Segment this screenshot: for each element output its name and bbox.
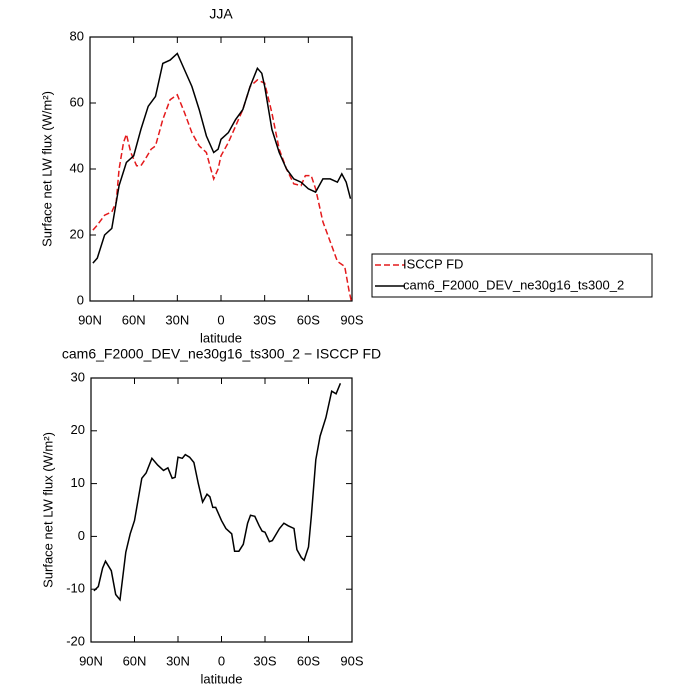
x-tick-label: 0 xyxy=(218,653,225,668)
data-line xyxy=(92,79,353,302)
y-tick-label: 10 xyxy=(71,475,85,490)
x-tick-label: 30N xyxy=(166,653,190,668)
x-tick-label: 0 xyxy=(217,312,224,327)
data-line xyxy=(93,383,342,602)
y-tick-label: 60 xyxy=(70,94,84,109)
y-axis-label: Surface net LW flux (W/m²) xyxy=(40,432,55,588)
legend-label: ISCCP FD xyxy=(403,256,463,271)
y-tick-label: -20 xyxy=(66,633,85,648)
chart-title: JJA xyxy=(209,6,233,22)
x-tick-label: 30S xyxy=(253,312,276,327)
chart-title: cam6_F2000_DEV_ne30g16_ts300_2 − ISCCP F… xyxy=(62,346,381,362)
data-line xyxy=(92,52,352,264)
y-tick-label: 20 xyxy=(70,226,84,241)
y-axis-label: Surface net LW flux (W/m²) xyxy=(39,91,54,247)
x-tick-label: 30S xyxy=(253,653,276,668)
y-tick-label: 40 xyxy=(70,160,84,175)
x-tick-label: 60N xyxy=(122,312,146,327)
legend-box xyxy=(371,253,653,298)
x-tick-label: 90S xyxy=(340,312,363,327)
x-tick-label: 30N xyxy=(165,312,189,327)
y-tick-label: 0 xyxy=(78,528,85,543)
x-tick-label: 60N xyxy=(123,653,147,668)
x-tick-label: 90N xyxy=(78,312,102,327)
x-tick-label: 90N xyxy=(79,653,103,668)
x-axis-label: latitude xyxy=(200,330,242,345)
plot-frame xyxy=(90,377,353,643)
x-tick-label: 60S xyxy=(297,653,320,668)
y-tick-label: -10 xyxy=(66,581,85,596)
plot-frame xyxy=(89,36,353,302)
legend-label: cam6_F2000_DEV_ne30g16_ts300_2 xyxy=(403,277,624,292)
x-axis-label: latitude xyxy=(201,671,243,686)
y-tick-label: 30 xyxy=(71,369,85,384)
y-tick-label: 0 xyxy=(77,292,84,307)
y-tick-label: 80 xyxy=(70,28,84,43)
x-tick-label: 90S xyxy=(340,653,363,668)
y-tick-label: 20 xyxy=(71,422,85,437)
x-tick-label: 60S xyxy=(297,312,320,327)
